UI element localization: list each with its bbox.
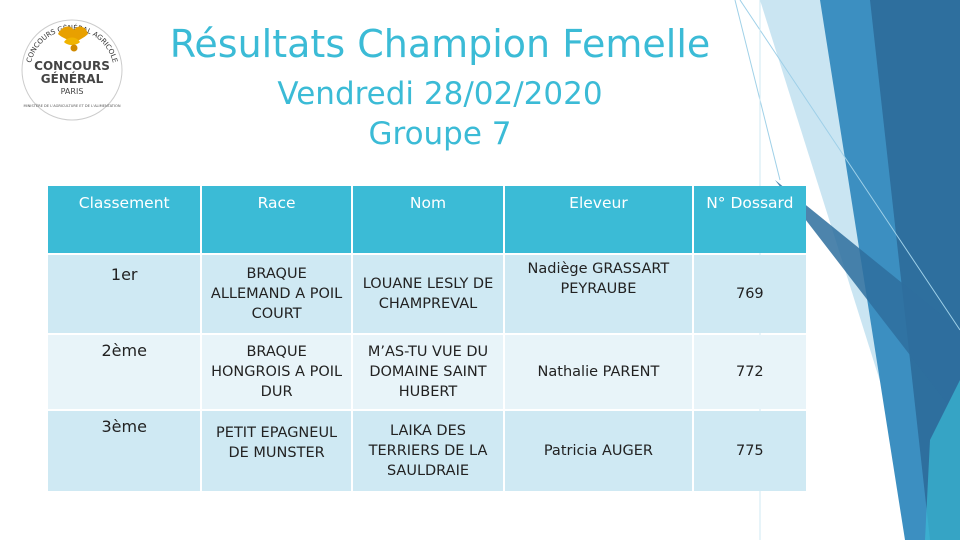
- column-header-race: Race: [202, 186, 351, 253]
- results-table: Classement Race Nom Eleveur N° Dossard 1…: [46, 184, 808, 493]
- table-row: 2ème BRAQUE HONGROIS A POIL DUR M’AS-TU …: [48, 335, 806, 409]
- deco-line-1: [734, 0, 781, 181]
- table-row: 3ème PETIT EPAGNEUL DE MUNSTER LAIKA DES…: [48, 411, 806, 491]
- concours-general-logo: CONCOURS GÉNÉRAL AGRICOLE CONCOURS GÉNÉR…: [21, 19, 123, 121]
- oak-leaf-icon: [58, 26, 88, 52]
- dossard-cell: 772: [693, 335, 806, 409]
- nom-cell: LAIKA DES TERRIERS DE LA SAULDRAIE: [352, 411, 504, 491]
- deco-arrow-shape: [775, 180, 960, 420]
- deco-teal-triangle: [925, 380, 960, 540]
- logo-main-line3: PARIS: [61, 87, 84, 96]
- logo-main-line2: GÉNÉRAL: [41, 71, 104, 86]
- column-header-nom: Nom: [352, 186, 504, 253]
- page-title: Résultats Champion Femelle: [169, 22, 711, 66]
- event-date: Vendredi 28/02/2020: [277, 76, 603, 112]
- logo-side-text: MINISTÈRE DE L'AGRICULTURE ET DE L'ALIME…: [23, 103, 120, 108]
- race-cell: BRAQUE ALLEMAND A POIL COURT: [202, 255, 351, 333]
- nom-cell: LOUANE LESLY DE CHAMPREVAL: [352, 255, 504, 333]
- nom-cell: M’AS-TU VUE DU DOMAINE SAINT HUBERT: [352, 335, 504, 409]
- rank-cell: 1er: [48, 255, 201, 333]
- dossard-cell: 769: [693, 255, 806, 333]
- column-header-dossard: N° Dossard: [693, 186, 806, 253]
- race-cell: PETIT EPAGNEUL DE MUNSTER: [202, 411, 351, 491]
- column-header-classement: Classement: [48, 186, 201, 253]
- group-label: Groupe 7: [368, 116, 512, 152]
- table-row: 1er BRAQUE ALLEMAND A POIL COURT LOUANE …: [48, 255, 806, 333]
- column-header-eleveur: Eleveur: [505, 186, 692, 253]
- dossard-cell: 775: [693, 411, 806, 491]
- eleveur-cell: Patricia AUGER: [505, 411, 692, 491]
- eleveur-cell: Nadiège GRASSART PEYRAUBE: [505, 255, 692, 333]
- logo-main-line1: CONCOURS: [34, 59, 110, 73]
- rank-cell: 2ème: [48, 335, 201, 409]
- eleveur-cell: Nathalie PARENT: [505, 335, 692, 409]
- deco-line-2: [739, 0, 960, 331]
- table-header-row: Classement Race Nom Eleveur N° Dossard: [48, 186, 806, 253]
- race-cell: BRAQUE HONGROIS A POIL DUR: [202, 335, 351, 409]
- deco-dark-shape: [870, 0, 960, 540]
- rank-cell: 3ème: [48, 411, 201, 491]
